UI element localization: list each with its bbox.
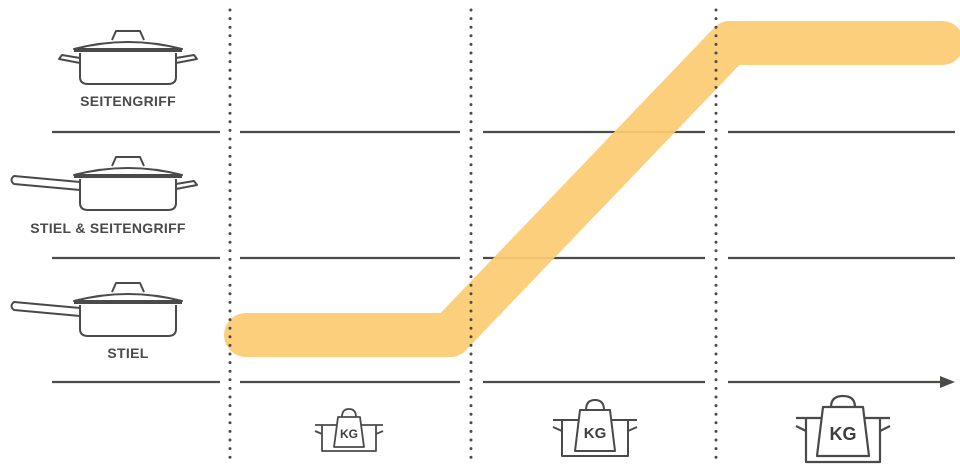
weight-large-label: KG <box>830 424 857 444</box>
weight-small-label: KG <box>340 427 358 441</box>
weight-large-icon: KG <box>795 394 891 464</box>
weight-small-icon: KG <box>314 408 384 452</box>
weight-trend-band <box>224 21 960 357</box>
pan-stick-and-side-handle-icon <box>10 156 198 211</box>
row-label-stiel: STIEL <box>107 345 149 361</box>
pan-stick-handle-icon <box>10 282 183 337</box>
row-label-stiel-und-seitengriff: STIEL & SEITENGRIFF <box>30 220 186 236</box>
weight-medium-label: KG <box>584 425 607 442</box>
pan-side-handles-icon <box>58 30 198 85</box>
column-dividers <box>228 8 718 464</box>
axis-arrow-head <box>940 376 955 388</box>
weight-medium-icon: KG <box>552 399 638 457</box>
row-label-seitengriff: SEITENGRIFF <box>80 93 176 109</box>
